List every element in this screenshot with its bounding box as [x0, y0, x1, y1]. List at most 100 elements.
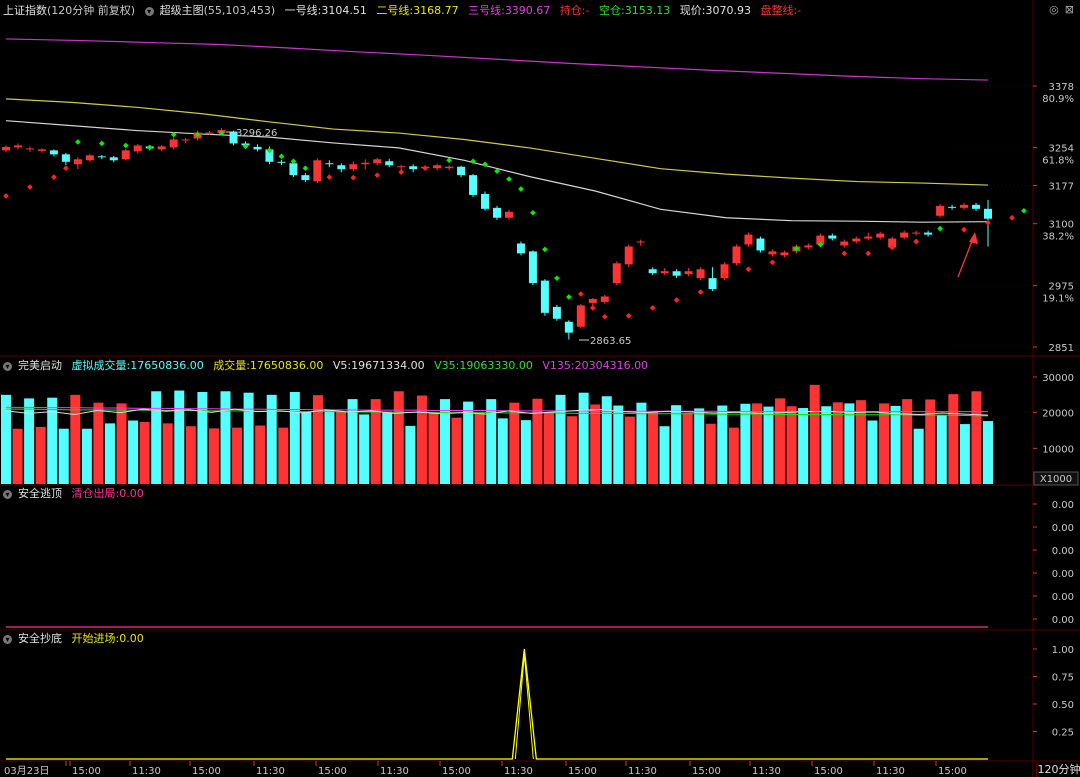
candle-body: [49, 150, 58, 155]
signal-dot: [673, 297, 680, 303]
signal-dot: [242, 143, 249, 150]
volume-bar: [601, 396, 612, 484]
main-formula-name[interactable]: 超级主图: [159, 4, 204, 17]
signal-dot: [170, 131, 177, 138]
candle-body: [720, 264, 729, 279]
volume-bar: [659, 426, 670, 484]
volume-bar: [486, 399, 497, 484]
volume-bar: [902, 399, 913, 484]
volume-bar: [520, 420, 531, 484]
close-icon[interactable]: ⊠: [1064, 3, 1074, 16]
signal-dot: [122, 142, 129, 149]
period-button[interactable]: 120分钟: [1036, 762, 1080, 777]
candle-body: [181, 139, 190, 141]
candle-body: [672, 271, 681, 276]
volume-bar: [959, 424, 970, 484]
candle-body: [325, 163, 334, 165]
line3-label: 三号线:: [468, 4, 505, 17]
volume-tick-label: 10000: [1042, 444, 1074, 455]
volume-bar: [116, 403, 127, 484]
signal-dot: [506, 176, 512, 182]
settings-icon[interactable]: ◎: [1049, 3, 1059, 16]
volume-bar: [185, 426, 196, 484]
pct-tick-label: 80.9%: [1042, 94, 1074, 105]
candle-body: [277, 161, 286, 163]
volume-bar: [879, 403, 890, 484]
escape-panel-header: ▾ 安全逃顶 清仓出局:0.00: [3, 485, 150, 503]
signal-dot: [913, 238, 919, 245]
signal-dot: [985, 219, 991, 226]
volume-bar: [474, 413, 485, 484]
signal-dot: [194, 131, 201, 138]
line1-value: 3104.51: [321, 4, 367, 17]
hold-value: -: [585, 4, 590, 17]
chevron-down-icon[interactable]: ▾: [3, 634, 12, 644]
candle-body: [648, 269, 657, 274]
candle-body: [397, 166, 406, 168]
volume-bar: [382, 411, 393, 484]
volume-bar: [255, 425, 266, 484]
signal-dot: [530, 209, 536, 216]
candle-body: [133, 145, 142, 152]
chevron-down-icon[interactable]: ▾: [144, 6, 154, 16]
signal-dot: [278, 153, 285, 160]
candle-body: [708, 278, 717, 290]
volume-bar: [567, 416, 578, 484]
volume-bar: [174, 390, 185, 484]
candle-body: [409, 166, 418, 170]
candle-body: [600, 296, 609, 302]
bottom-tick-label: 0.25: [1052, 728, 1074, 739]
bottom-tick-label: 0.50: [1052, 700, 1074, 711]
volume-bar: [775, 398, 786, 484]
candle-body: [852, 238, 861, 242]
candle-body: [660, 271, 669, 274]
entry-label: 开始进场:: [71, 632, 120, 645]
volume-bar: [890, 405, 901, 484]
escape-tick-label: 0.00: [1052, 523, 1074, 534]
signal-dot: [374, 172, 381, 178]
v5-value: 19671334.00: [351, 359, 425, 372]
volume-bar: [983, 421, 993, 484]
volume-bar: [405, 425, 416, 484]
volume-bar: [289, 391, 300, 484]
main-chart-header: 上证指数(120分钟 前复权) ▾ 超级主图(55,103,453) 一号线:31…: [3, 2, 807, 20]
volume-bar: [821, 406, 832, 484]
candle-body: [576, 305, 585, 327]
volume-bar: [416, 395, 427, 484]
short-label: 空仓:: [599, 4, 625, 17]
candle-body: [109, 157, 118, 161]
candle-body: [373, 159, 382, 164]
index-name[interactable]: 上证指数: [3, 4, 47, 17]
candle-body: [385, 161, 394, 166]
signal-dot: [290, 158, 297, 165]
volume-bar: [717, 405, 728, 484]
bottom-tick-label: 1.00: [1052, 645, 1074, 656]
signal-dot: [27, 184, 33, 190]
chevron-down-icon[interactable]: ▾: [3, 489, 12, 499]
volume-bar: [855, 400, 866, 484]
bottom-formula-name[interactable]: 安全抄底: [18, 632, 62, 645]
volume-bar: [47, 397, 58, 484]
volume-formula-name[interactable]: 完美启动: [18, 359, 62, 372]
candle-body: [876, 233, 885, 238]
volume-bar: [809, 384, 820, 484]
candle-body: [289, 163, 298, 176]
time-tick-label: 11:30: [628, 766, 657, 777]
candle-body: [481, 193, 490, 209]
volume-bar: [440, 399, 451, 484]
volume-bar: [1, 394, 11, 484]
signal-dot: [745, 266, 752, 273]
escape-formula-name[interactable]: 安全逃顶: [18, 487, 62, 500]
candle-body: [828, 235, 837, 239]
volume-bar: [682, 413, 693, 484]
signal-dot: [889, 244, 896, 251]
candle-body: [564, 321, 573, 333]
candle-body: [301, 175, 310, 181]
bottom-panel-header: ▾ 安全抄底 开始进场:0.00: [3, 630, 150, 648]
candle-body: [972, 204, 981, 209]
period-label[interactable]: (120分钟 前复权): [47, 4, 136, 17]
line1-label: 一号线:: [284, 4, 322, 17]
chevron-down-icon[interactable]: ▾: [3, 361, 12, 371]
candle-body: [25, 148, 34, 150]
